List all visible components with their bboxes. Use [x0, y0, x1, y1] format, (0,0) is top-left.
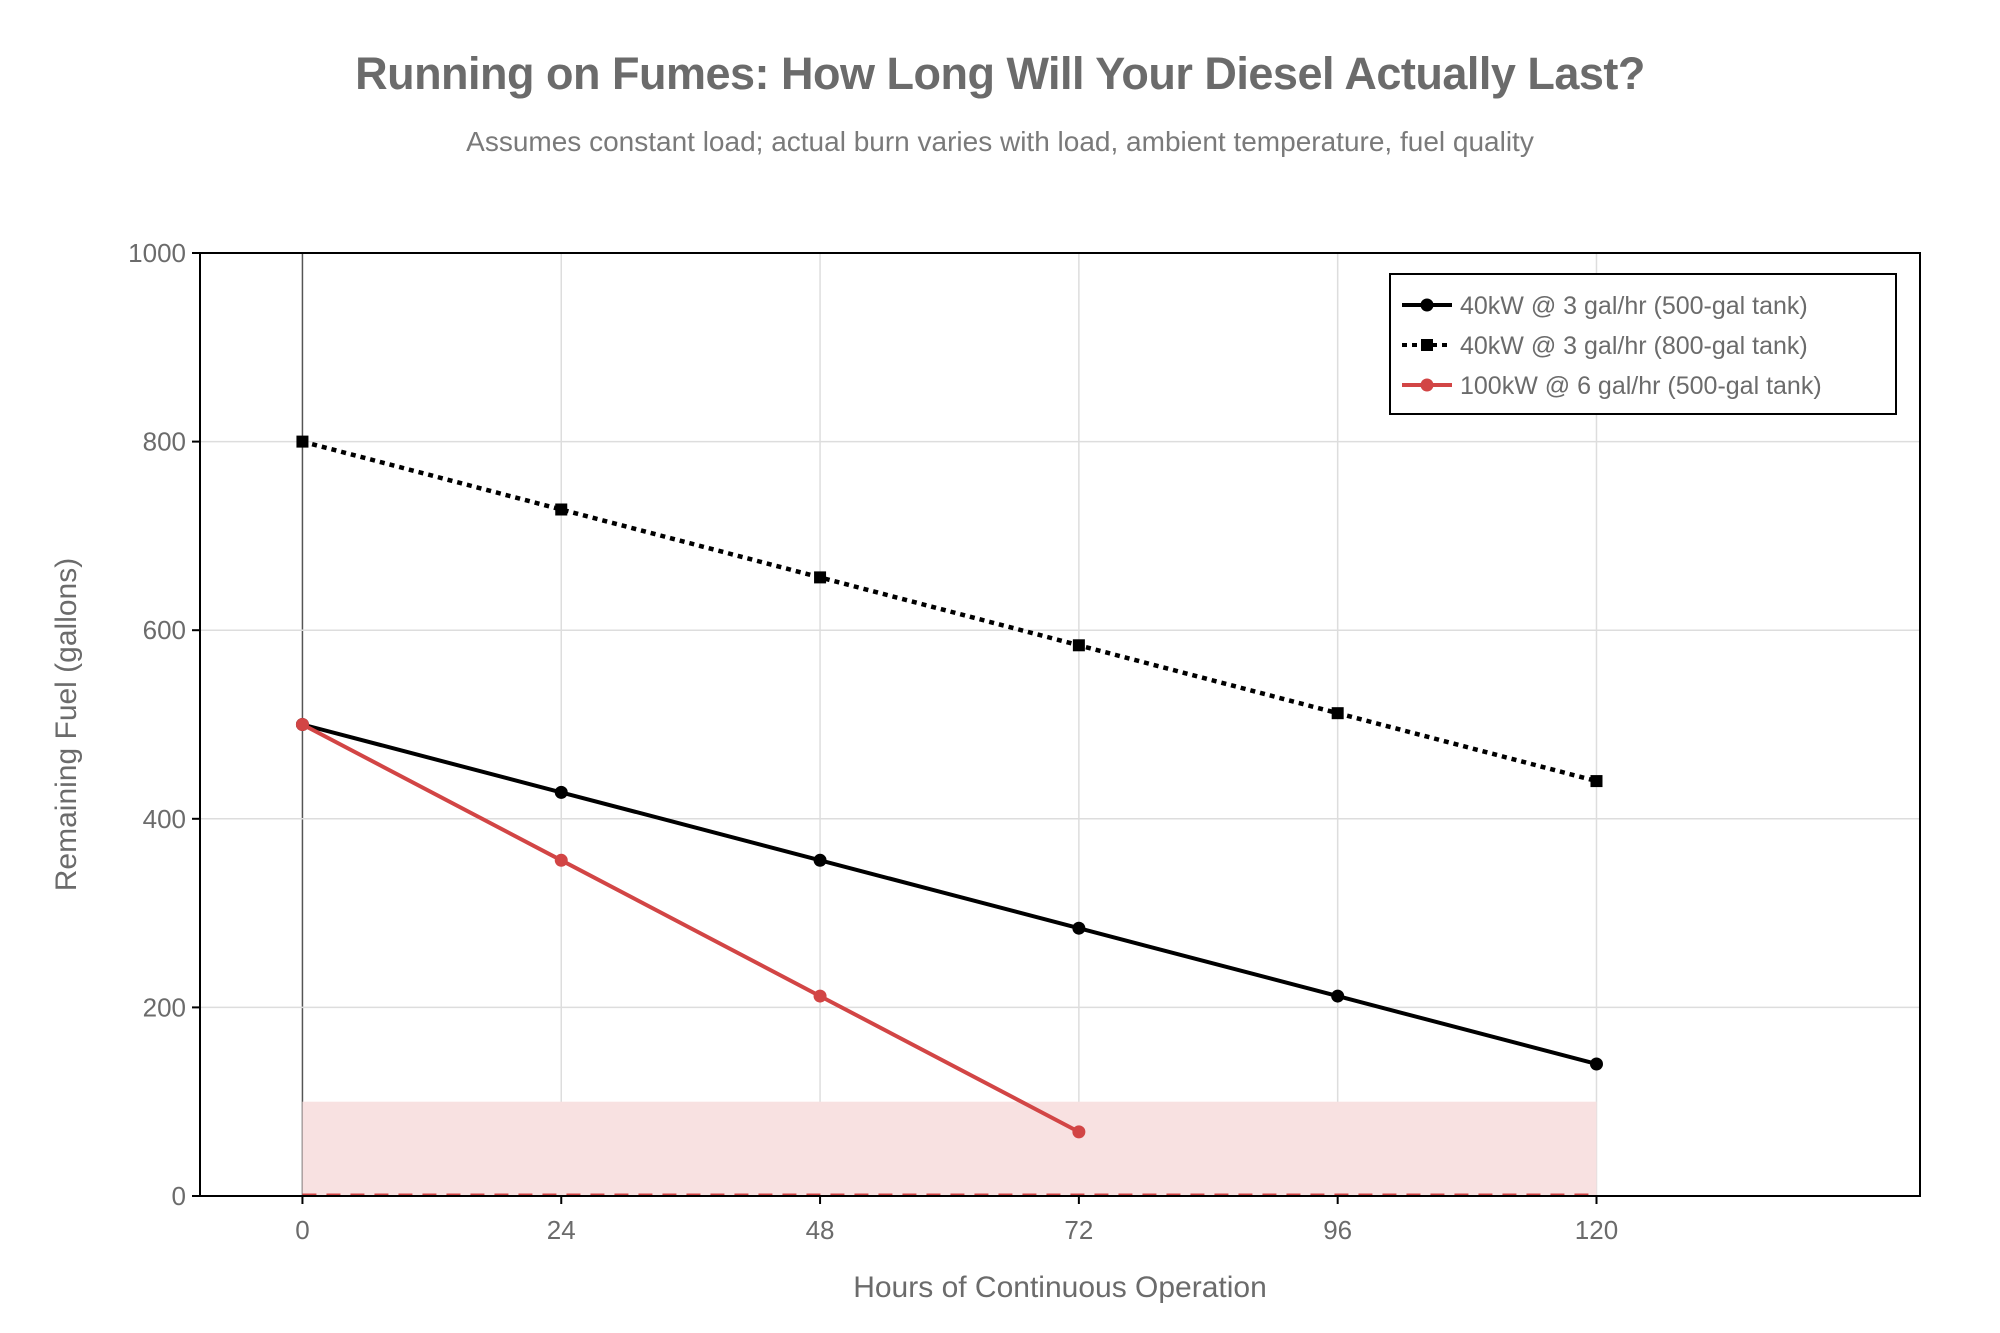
data-point — [554, 785, 568, 799]
x-tick-label: 48 — [806, 1215, 835, 1245]
plot-frame — [199, 252, 1921, 1197]
chart-title: Running on Fumes: How Long Will Your Die… — [355, 48, 1645, 99]
legend-swatch-marker — [1420, 298, 1434, 312]
data-point — [296, 435, 309, 448]
legend-label: 40kW @ 3 gal/hr (800-gal tank) — [1460, 332, 1808, 360]
legend-box — [1389, 273, 1897, 415]
data-point — [554, 853, 568, 867]
series-2 — [296, 435, 1603, 788]
data-point — [813, 989, 827, 1003]
legend: 40kW @ 3 gal/hr (500-gal tank) 40kW @ 3 g… — [1389, 273, 1897, 415]
data-point — [1331, 707, 1344, 720]
data-point — [1590, 775, 1603, 788]
data-point — [295, 718, 309, 731]
y-tick-label: 200 — [143, 992, 186, 1022]
legend-label: 100kW @ 6 gal/hr (500-gal tank) — [1460, 372, 1822, 400]
series-layer — [295, 435, 1603, 1139]
data-point — [813, 853, 827, 867]
data-point — [1072, 639, 1085, 652]
y-tick-label: 600 — [143, 615, 186, 645]
y-tick-label: 0 — [172, 1181, 186, 1211]
data-point — [1331, 989, 1345, 1003]
series-3 — [295, 718, 1086, 1139]
legend-item-2: 40kW @ 3 gal/hr (800-gal tank) — [1402, 332, 1808, 360]
data-point — [1072, 1125, 1086, 1139]
data-point — [814, 571, 827, 584]
x-tick-label: 72 — [1064, 1215, 1093, 1245]
y-tick-label: 1000 — [128, 238, 186, 268]
chart-subtitle: Assumes constant load; actual burn varie… — [466, 126, 1534, 157]
series-line — [301, 722, 1597, 1066]
reserve-band-layer — [302, 1101, 1597, 1197]
x-axis-title: Hours of Continuous Operation — [853, 1271, 1267, 1304]
series-line — [301, 439, 1598, 784]
y-tick-label: 800 — [143, 427, 186, 457]
legend-swatch-marker — [1421, 339, 1433, 351]
x-tick-label: 120 — [1575, 1215, 1618, 1245]
y-tick-label: 400 — [143, 804, 186, 834]
legend-swatch-marker — [1420, 378, 1434, 392]
data-point — [1072, 921, 1086, 935]
y-axis-title: Remaining Fuel (gallons) — [50, 558, 83, 892]
legend-item-3: 100kW @ 6 gal/hr (500-gal tank) — [1402, 372, 1822, 400]
legend-item-1: 40kW @ 3 gal/hr (500-gal tank) — [1402, 292, 1808, 320]
x-tick-label: 24 — [547, 1215, 576, 1245]
reserve-band — [302, 1101, 1597, 1196]
series-line — [301, 722, 1080, 1134]
series-1 — [295, 718, 1603, 1071]
data-point — [555, 503, 568, 516]
data-point — [1589, 1057, 1603, 1071]
x-tick-label: 0 — [295, 1215, 309, 1245]
legend-label: 40kW @ 3 gal/hr (500-gal tank) — [1460, 292, 1808, 320]
tick-labels: 0 200 400 600 800 1000 0 24 48 72 96 120 — [128, 238, 1618, 1245]
x-tick-label: 96 — [1323, 1215, 1352, 1245]
